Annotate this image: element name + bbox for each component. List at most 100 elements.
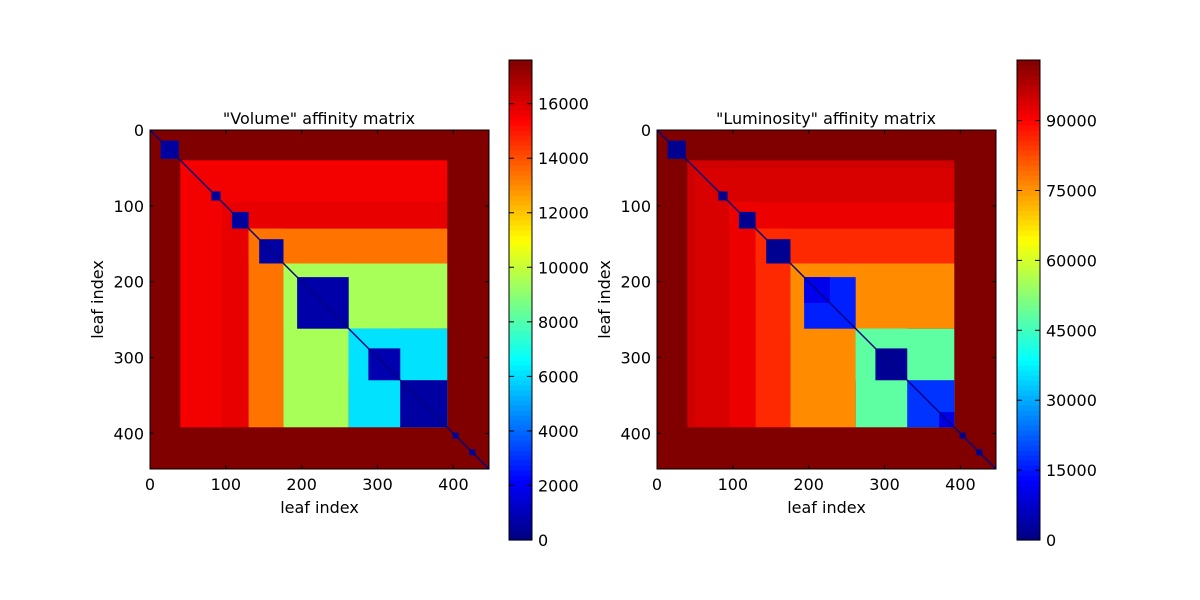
colorbar-segment [509,395,532,401]
colorbar-segment [509,140,532,146]
colorbar-segment [509,310,532,316]
colorbar-frame [508,59,533,541]
colorbar-segment [509,190,532,196]
colorbar-segment [1017,170,1040,176]
colorbar-segment [1017,395,1040,401]
colorbar-segment [509,505,532,511]
colorbar-segment [509,175,532,181]
colorbar-segment [509,360,532,366]
colorbar-segment [1017,140,1040,146]
colorbar-segment [1017,460,1040,466]
colorbar-segment [509,125,532,131]
colorbar-segment [1017,320,1040,326]
colorbar-segment [1017,525,1040,531]
colorbar-segment [509,520,532,526]
colorbar-tick-label: 15000 [1046,461,1097,480]
colorbar-segment [1017,290,1040,296]
luminosity-affinity-chart: "Luminosity" affinity matrix 0 100 200 300 4… [595,59,1097,550]
colorbar-segment [1017,210,1040,216]
colorbar-segment [509,440,532,446]
colorbar-segment [1017,335,1040,341]
colorbar-segment [1017,535,1040,541]
colorbar-segment [509,205,532,211]
colorbar-tick-label: 16000 [538,95,589,114]
heatmap-band [187,167,223,428]
colorbar-segment [1017,365,1040,371]
plot-frame [656,129,997,470]
colorbar-segment [1017,500,1040,506]
y-tick-label: 100 [113,197,144,216]
y-tick-label: 200 [113,273,144,292]
colorbar-segment [1017,480,1040,486]
y-axis-label: leaf index [595,260,614,339]
colorbar-segment [509,250,532,256]
colorbar-segment [509,275,532,281]
colorbar-segment [1017,515,1040,521]
x-tick-label: 400 [945,475,976,494]
colorbar-segment [1017,75,1040,81]
colorbar-segment [1017,485,1040,491]
colorbar-segment [509,510,532,516]
colorbar-tick-label: 0 [1046,531,1056,550]
colorbar-segment [1017,235,1040,241]
y-tick-label: 100 [620,197,651,216]
colorbar-tick-label: 8000 [538,313,579,332]
x-tick-label: 300 [362,475,393,494]
colorbar-tick-label: 2000 [538,476,579,495]
chart-title: "Volume" affinity matrix [223,109,415,128]
colorbar-segment [1017,275,1040,281]
heatmap-band [729,202,756,428]
colorbar-segment [1017,185,1040,191]
colorbar-segment [509,525,532,531]
colorbar-segment [1017,250,1040,256]
colorbar-segment [509,435,532,441]
colorbar-tick-label: 0 [538,531,548,550]
plot-frame [149,129,490,470]
heatmap-band [687,160,695,428]
heatmap-band [694,167,955,203]
colorbar-segment [509,200,532,206]
colorbar-segment [1017,80,1040,86]
colorbar-segment [1017,220,1040,226]
colorbar-segment [1017,470,1040,476]
colorbar-segment [1017,260,1040,266]
colorbar-segment [509,485,532,491]
colorbar-segment [509,455,532,461]
colorbar-tick-label: 6000 [538,367,579,386]
colorbar-segment [1017,110,1040,116]
colorbar-segment [509,210,532,216]
colorbar-tick-label: 75000 [1046,181,1097,200]
colorbar-segment [509,480,532,486]
colorbar-segment [509,170,532,176]
colorbar-segment [1017,325,1040,331]
colorbar-segment [509,135,532,141]
y-tick-label: 0 [134,121,144,140]
colorbar-segment [1017,100,1040,106]
colorbar-segment [1017,435,1040,441]
colorbar-segment [509,345,532,351]
colorbar-segment [509,515,532,521]
colorbar-segment [1017,355,1040,361]
colorbar-segment [509,425,532,431]
x-axis-label: leaf index [280,498,359,517]
colorbar-segment [1017,160,1040,166]
colorbar-segment [1017,370,1040,376]
x-tick-label: 200 [793,475,824,494]
colorbar-segment [1017,190,1040,196]
colorbar-segment [509,255,532,261]
colorbar-segment [1017,530,1040,536]
colorbar-segment [509,95,532,101]
colorbar-segment [509,330,532,336]
heatmap-band [222,202,249,428]
colorbar-segment [1017,330,1040,336]
y-tick-label: 400 [620,424,651,443]
colorbar: 0 2000 4000 6000 8000 10000 12000 14000 16000 [508,59,589,550]
colorbar-segment [509,370,532,376]
colorbar-segment [509,245,532,251]
colorbar-segment [1017,415,1040,421]
colorbar-tick-label: 45000 [1046,321,1097,340]
colorbar-segment [509,120,532,126]
colorbar-segment [509,390,532,396]
colorbar-segment [509,325,532,331]
